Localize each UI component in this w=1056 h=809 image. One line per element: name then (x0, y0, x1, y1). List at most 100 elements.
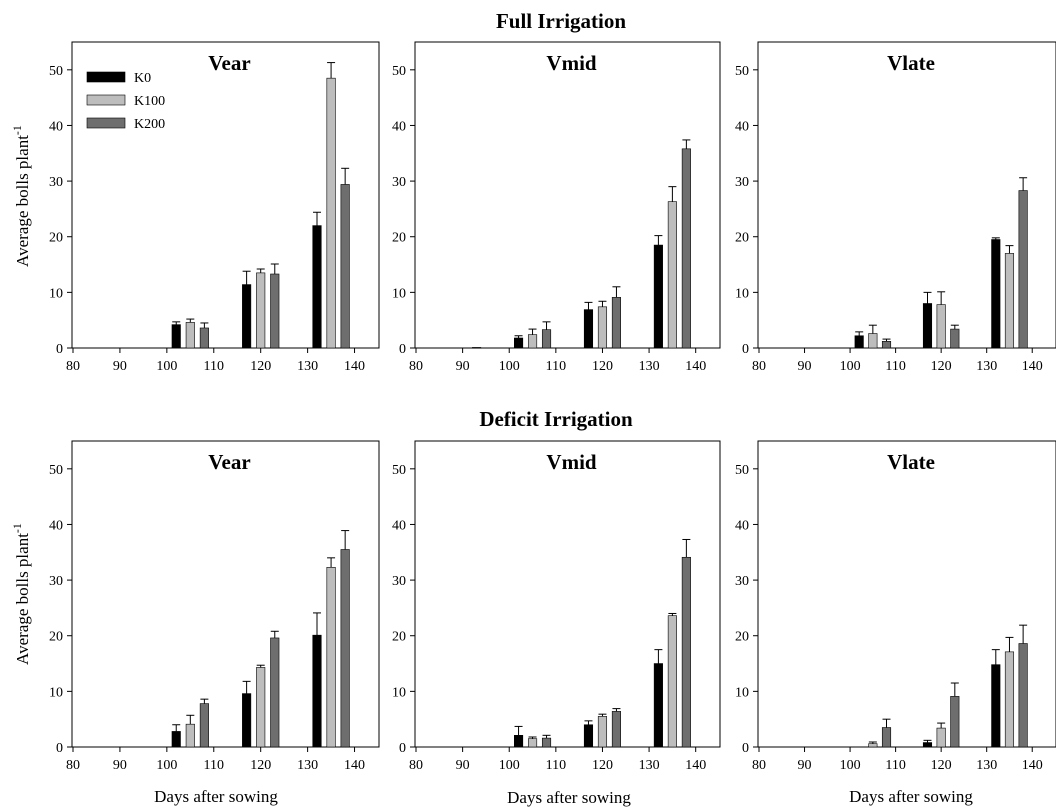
bar-k100 (185, 322, 195, 349)
y-tick-label: 40 (49, 119, 63, 134)
y-tick-label: 10 (49, 286, 63, 301)
x-tick-label: 80 (409, 359, 423, 374)
y-tick-label: 40 (735, 518, 749, 533)
x-tick-label: 130 (297, 758, 318, 773)
bar-k0 (514, 337, 524, 349)
x-tick-label: 90 (113, 359, 127, 374)
plot-frame (757, 41, 1056, 349)
bar-k200 (199, 703, 209, 748)
y-tick-label: 30 (735, 175, 749, 190)
x-tick-label: 110 (204, 359, 224, 374)
y-tick-label: 30 (49, 574, 63, 589)
bar-k100 (597, 306, 608, 349)
y-tick-label: 10 (392, 286, 406, 301)
y-tick-label: 0 (56, 342, 63, 357)
x-tick-label: 100 (499, 359, 520, 374)
bar-k0 (653, 663, 663, 748)
x-tick-label: 80 (66, 359, 80, 374)
y-tick-label: 30 (392, 574, 406, 589)
bar-k200 (270, 273, 280, 349)
x-tick-label: 100 (156, 758, 177, 773)
bar-k200 (881, 341, 892, 349)
y-tick-label: 20 (392, 630, 406, 645)
x-tick-label: 140 (1022, 758, 1043, 773)
bar-k200 (881, 727, 892, 748)
bar-k100 (597, 716, 608, 748)
bar-k0 (472, 347, 482, 349)
y-tick-label: 10 (392, 685, 406, 700)
bar-k200 (1018, 643, 1028, 748)
panel-title: Vmid (546, 51, 596, 75)
x-tick-label: 110 (885, 359, 905, 374)
bar-k100 (667, 201, 677, 349)
panel-title: Vlate (887, 450, 935, 474)
y-tick-label: 20 (392, 231, 406, 246)
y-tick-label: 50 (735, 463, 749, 478)
y-tick-label: 30 (392, 175, 406, 190)
legend-swatch-k100 (86, 94, 126, 106)
bar-k100 (667, 615, 677, 748)
bar-k200 (1018, 190, 1028, 349)
y-tick-label: 40 (392, 119, 406, 134)
x-tick-label: 90 (798, 359, 812, 374)
x-tick-label: 140 (685, 359, 706, 374)
y-tick-label: 30 (49, 175, 63, 190)
x-tick-label: 130 (639, 359, 660, 374)
bar-k100 (1004, 253, 1015, 349)
bar-k100 (326, 566, 336, 748)
bar-k0 (312, 225, 322, 349)
bar-k0 (171, 324, 181, 349)
x-tick-label: 120 (931, 758, 952, 773)
bar-k0 (991, 664, 1001, 748)
x-tick-label: 100 (499, 758, 520, 773)
y-tick-label: 20 (735, 630, 749, 645)
bar-k100 (868, 743, 878, 748)
panel-title: Vear (208, 450, 250, 474)
x-tick-label: 80 (409, 758, 423, 773)
bar-k200 (541, 329, 552, 349)
y-tick-label: 40 (392, 518, 406, 533)
plot-frame (71, 440, 380, 748)
x-tick-label: 140 (344, 758, 365, 773)
chart-panel-2: 0 10 20 30 40 50 80 90 100 110 120 130 140 Vmid (392, 41, 721, 374)
bar-k200 (340, 184, 350, 349)
x-tick-label: 110 (546, 359, 566, 374)
bar-k200 (270, 637, 280, 748)
bar-k200 (611, 711, 621, 748)
bar-k0 (583, 724, 594, 748)
y-axis-label-top-sup: -1 (10, 125, 24, 135)
y-tick-label: 30 (735, 574, 749, 589)
x-tick-label: 130 (639, 758, 660, 773)
y-tick-label: 20 (49, 630, 63, 645)
y-axis-label-bottom-text: Average bolls plant (13, 533, 32, 665)
bar-k200 (950, 328, 960, 349)
y-tick-label: 50 (735, 64, 749, 79)
x-tick-label: 130 (976, 359, 997, 374)
y-tick-label: 0 (399, 741, 406, 756)
bar-k200 (340, 549, 350, 748)
y-tick-label: 50 (49, 463, 63, 478)
bar-k200 (611, 297, 621, 349)
legend-label-k0: K0 (134, 71, 151, 86)
bar-k100 (256, 272, 266, 349)
chart-panel-6: 0 10 20 30 40 50 80 90 100 110 120 130 140 Vlate (735, 440, 1056, 773)
x-tick-label: 90 (456, 359, 470, 374)
y-tick-label: 20 (49, 231, 63, 246)
plot-frame (414, 41, 721, 349)
bar-k100 (256, 667, 266, 748)
bar-k100 (1004, 651, 1015, 748)
bar-k100 (185, 723, 195, 748)
y-tick-label: 40 (49, 518, 63, 533)
x-tick-label: 90 (456, 758, 470, 773)
chart-panel-4: 0 10 20 30 40 50 80 90 100 110 120 130 140 Vear (49, 440, 380, 773)
y-tick-label: 50 (392, 64, 406, 79)
bar-k200 (681, 148, 691, 349)
x-tick-label: 120 (931, 359, 952, 374)
panel-title: Vmid (546, 450, 596, 474)
bar-k0 (991, 239, 1001, 349)
bar-k0 (242, 284, 252, 349)
panel-title: Vlate (887, 51, 935, 75)
chart-panel-1: 0 10 20 30 40 50 80 90 100 110 120 130 140 Vear K0 K100… (49, 41, 380, 374)
